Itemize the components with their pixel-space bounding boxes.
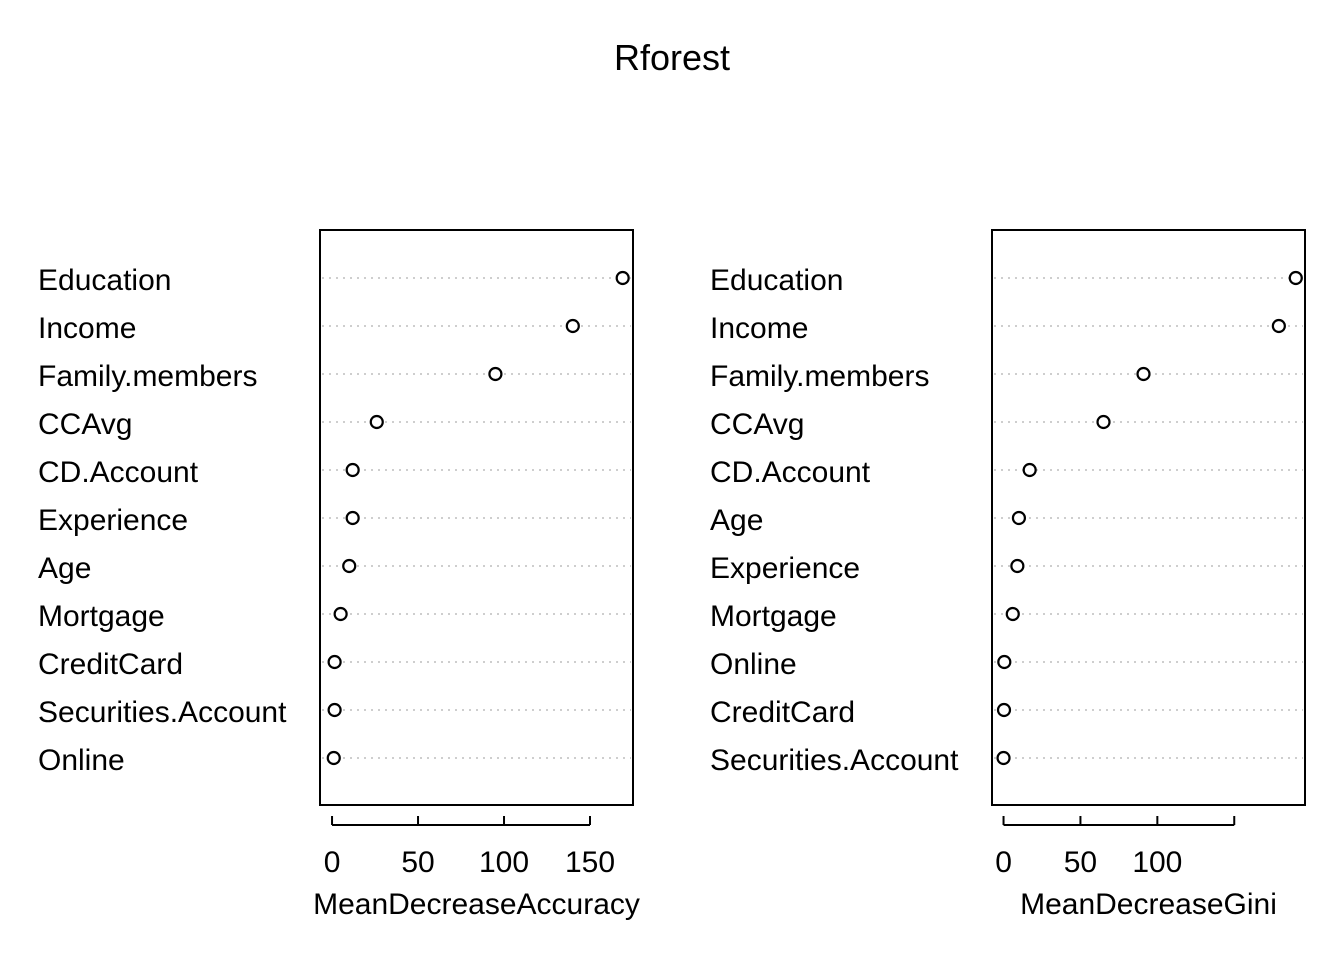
gini-point xyxy=(1010,558,1025,574)
acc-x-tick-label: 150 xyxy=(565,846,615,879)
gini-category-label: Online xyxy=(710,648,797,681)
gini-category-label: Experience xyxy=(710,552,860,585)
acc-x-tick-label: 0 xyxy=(324,846,341,879)
acc-category-label: CCAvg xyxy=(38,408,132,441)
gini-point xyxy=(996,702,1012,718)
acc-category-label: Mortgage xyxy=(38,600,165,633)
gini-category-label: Education xyxy=(710,264,843,297)
acc-point xyxy=(345,462,360,478)
gini-point xyxy=(1271,318,1286,334)
acc-plot-frame xyxy=(319,229,634,806)
acc-point xyxy=(488,366,503,382)
gini-x-axis-label: MeanDecreaseGini xyxy=(1020,888,1277,921)
gini-category-label: CCAvg xyxy=(710,408,804,441)
acc-point xyxy=(565,318,580,334)
acc-point xyxy=(327,702,342,718)
acc-point xyxy=(326,750,341,766)
gini-category-label: Family.members xyxy=(710,360,929,393)
gini-point xyxy=(1288,270,1303,286)
acc-category-label: CD.Account xyxy=(38,456,199,489)
acc-category-label: Experience xyxy=(38,504,188,537)
gini-point xyxy=(1136,366,1151,382)
gini-category-label: Securities.Account xyxy=(710,744,959,777)
acc-x-axis-label: MeanDecreaseAccuracy xyxy=(313,888,640,921)
acc-point xyxy=(333,606,348,622)
gini-point xyxy=(1011,510,1027,526)
gini-point xyxy=(997,654,1012,670)
acc-point xyxy=(345,510,360,526)
gini-point xyxy=(1005,606,1020,622)
gini-category-label: CD.Account xyxy=(710,456,871,489)
acc-category-label: Income xyxy=(38,312,136,345)
acc-x-tick-label: 100 xyxy=(479,846,529,879)
gini-category-label: Income xyxy=(710,312,808,345)
panel-gini: Education Income Family.members CCAvg CD.Acc… xyxy=(710,229,1306,921)
acc-point xyxy=(369,414,384,430)
acc-x-tick-label: 50 xyxy=(401,846,434,879)
acc-category-label: Age xyxy=(38,552,91,585)
chart-title: Rforest xyxy=(614,37,730,78)
gini-point xyxy=(1096,414,1111,430)
acc-category-label: Family.members xyxy=(38,360,257,393)
gini-point xyxy=(1022,462,1037,478)
acc-category-label: Online xyxy=(38,744,125,777)
panel-accuracy: Education Income Family.members CCAvg CD.Acc… xyxy=(38,229,640,921)
acc-point xyxy=(615,270,630,286)
gini-x-tick-label: 50 xyxy=(1064,846,1097,879)
gini-plot-frame xyxy=(991,229,1306,806)
acc-point xyxy=(327,654,342,670)
gini-category-label: Age xyxy=(710,504,763,537)
gini-x-tick-label: 100 xyxy=(1132,846,1182,879)
gini-point xyxy=(996,750,1011,766)
acc-category-label: CreditCard xyxy=(38,648,183,681)
acc-category-label: Education xyxy=(38,264,171,297)
acc-category-label: Securities.Account xyxy=(38,696,287,729)
acc-point xyxy=(342,558,357,574)
gini-category-label: CreditCard xyxy=(710,696,855,729)
gini-category-label: Mortgage xyxy=(710,600,837,633)
gini-x-tick-label: 0 xyxy=(995,846,1012,879)
